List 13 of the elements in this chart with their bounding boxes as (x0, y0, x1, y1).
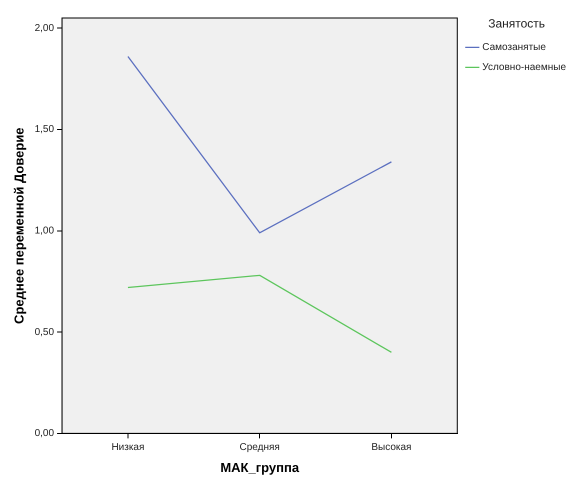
y-tick-label: 1,00 (34, 226, 54, 237)
y-tick-label: 1,50 (34, 124, 54, 136)
y-tick-label: 0,50 (34, 326, 54, 338)
x-tick-label: Низкая (111, 442, 144, 454)
legend-title: Занятость (488, 16, 546, 30)
y-tick-label: 0,00 (34, 428, 54, 440)
y-axis-title: Среднее переменной Доверие (11, 127, 26, 324)
x-axis-title: МАК_группа (220, 460, 300, 475)
legend-label: Самозанятые (482, 42, 546, 54)
x-tick-label: Средняя (240, 442, 280, 454)
y-tick-label: 2,00 (34, 22, 54, 34)
legend-label: Условно-наемные (482, 62, 566, 74)
x-tick-label: Высокая (371, 442, 412, 454)
